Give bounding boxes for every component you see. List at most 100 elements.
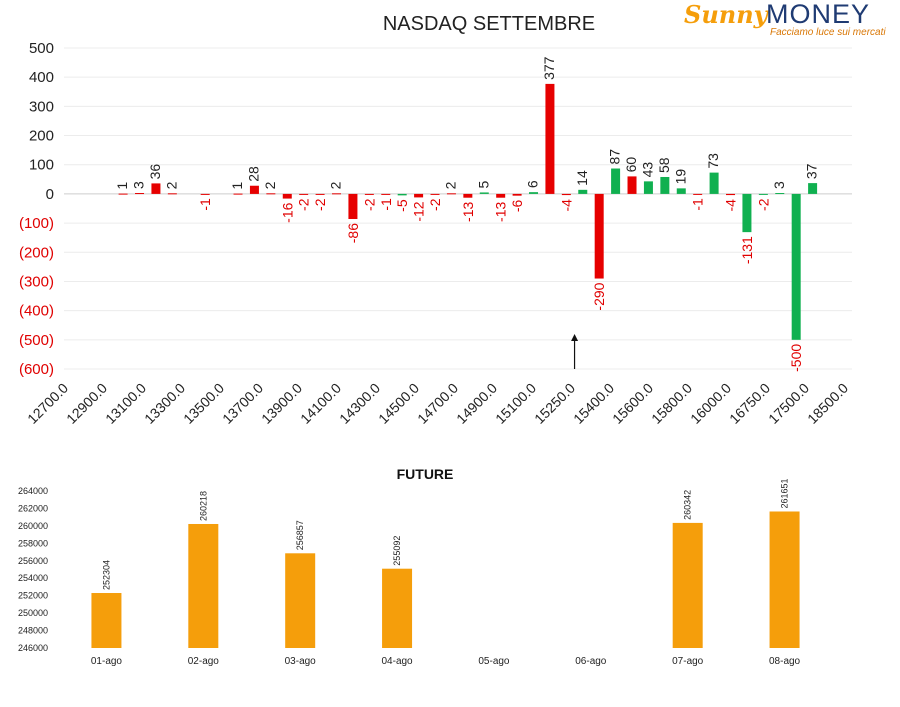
nasdaq-chart: NASDAQ SETTEMBRE 500 400 300 200 100 0 (100) (20… [19,13,852,427]
y-tick-label: (600) [19,361,54,378]
bar [233,193,243,195]
y-tick-label: 500 [29,40,54,57]
bar [463,193,473,198]
x-tick-label: 08-ago [769,656,801,667]
x-tick-label: 12900.0 [63,380,110,427]
y-tick-label: 300 [29,98,54,115]
x-tick-label: 13900.0 [258,380,305,427]
bar [315,193,325,195]
bar-value-label: -4 [558,199,574,212]
bar [285,553,316,648]
y-tick-label: 0 [46,186,54,203]
bar-value-label: -2 [427,198,443,211]
bar [381,193,391,195]
bar [561,193,571,196]
chart-title: NASDAQ SETTEMBRE [383,13,595,35]
bar-value-label: 19 [672,169,688,185]
bar-value-label: -290 [591,282,607,310]
bar [332,193,342,195]
bar-value-label: 43 [639,162,655,178]
y-tick-label: 248000 [18,626,48,636]
bar-value-label: -2 [755,198,771,211]
x-tick-label: 14300.0 [336,380,383,427]
bar-value-label: 87 [607,149,623,165]
bar-value-label: 3 [771,181,787,189]
bar [167,193,177,195]
bar [479,192,489,194]
bar-value-label: -1 [378,198,394,211]
x-tick-label: 16000.0 [687,380,734,427]
x-tick-label: 15600.0 [609,380,656,427]
bar-value-label: 1 [229,182,245,190]
y-tick-label: 246000 [18,643,48,653]
bar [791,193,801,340]
bar [693,193,703,195]
bar [611,168,621,194]
bar-value-label: 377 [541,56,557,80]
bar [382,568,413,648]
x-tick-label: 14700.0 [414,380,461,427]
bar [769,511,800,648]
bar [151,183,161,194]
bar-value-label: -86 [345,223,361,243]
bar [135,193,145,195]
x-tick-label: 13700.0 [219,380,266,427]
bar [578,189,588,194]
bar-value-label: -2 [312,198,328,211]
y-tick-label: 258000 [18,538,48,548]
bar-value-label: -1 [690,198,706,211]
bar [188,523,219,648]
bar-value-label: 252304 [101,560,111,590]
bar-value-label: 255092 [392,536,402,566]
logo-tagline: Facciamo luce sui mercati [770,27,886,38]
x-tick-label: 05-ago [478,656,510,667]
bar-value-label: 6 [525,180,541,188]
bar [118,193,128,195]
bar [348,193,358,220]
y-tick-label: 400 [29,69,54,86]
x-tick-label: 14900.0 [453,380,500,427]
bar-value-label: -131 [739,236,755,264]
x-tick-label: 13300.0 [141,380,188,427]
bar [758,193,768,195]
bar [414,193,424,198]
x-tick-label: 18500.0 [804,380,851,427]
x-tick-label: 13500.0 [180,380,227,427]
bar [808,183,818,194]
bar [364,193,374,195]
x-tick-label: 17500.0 [765,380,812,427]
bar [430,193,440,195]
x-tick-label: 15100.0 [492,380,539,427]
y-tick-label: 250000 [18,608,48,618]
bar [446,193,456,195]
bar [742,193,752,233]
bar [672,522,703,648]
x-tick-label: 03-ago [285,656,317,667]
y-tick-label: (200) [19,244,54,261]
x-tick-label: 12700.0 [24,380,71,427]
x-tick-label: 06-ago [575,656,607,667]
x-tick-label: 15250.0 [531,380,578,427]
bar-value-label: -4 [723,199,739,212]
bar-value-label: 5 [475,180,491,188]
chart-title: FUTURE [397,466,454,482]
bar-value-label: -13 [460,201,476,221]
y-tick-label: (400) [19,303,54,320]
y-tick-label: 254000 [18,573,48,583]
logo-brand-left: Sunny [684,0,768,29]
bar [709,172,719,194]
bar-value-label: 14 [574,170,590,186]
bar [643,181,653,194]
bar-value-label: 36 [147,164,163,180]
bar-value-label: 260342 [683,490,693,520]
bar [775,193,785,195]
future-chart: FUTURE 246000 248000 250000 252000 254000 2560… [18,466,801,667]
bar [496,193,506,198]
x-tick-label: 14500.0 [375,380,422,427]
bar-value-label: -2 [361,198,377,211]
bar [594,193,604,279]
y-tick-label: 200 [29,128,54,145]
x-tick-label: 15800.0 [648,380,695,427]
bar [266,193,276,195]
bar-value-label: 73 [705,153,721,169]
